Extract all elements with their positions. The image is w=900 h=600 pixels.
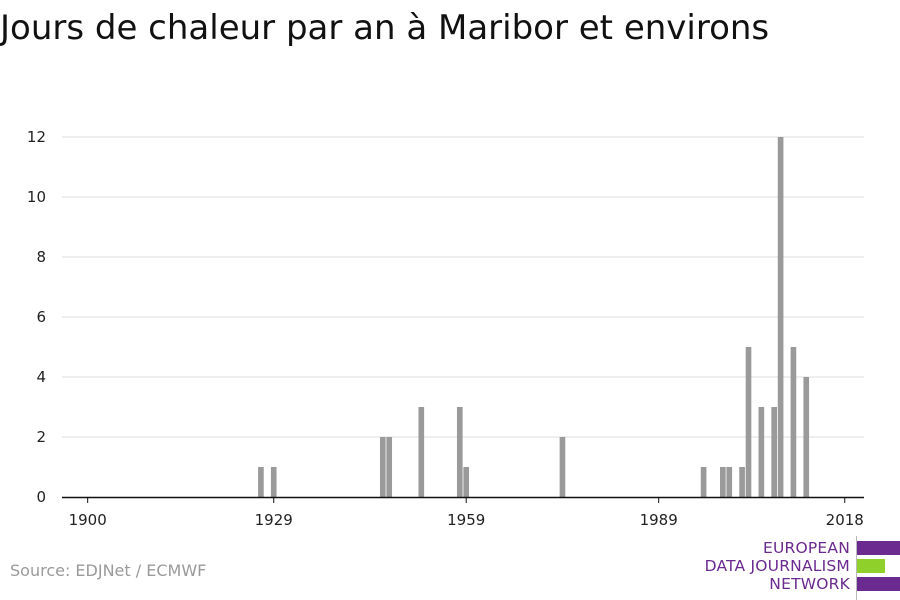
logo-divider <box>856 536 857 600</box>
axes: 0 2 4 6 8 10 12 1900 1929 1959 1989 2018 <box>27 128 864 529</box>
bar <box>758 407 765 497</box>
y-tick-label: 0 <box>36 488 46 506</box>
logo-line-2: DATA JOURNALISM <box>704 557 850 575</box>
bar <box>258 467 264 497</box>
y-tick-label: 6 <box>36 308 46 326</box>
x-tick-label: 2018 <box>826 511 864 529</box>
bar <box>803 377 810 497</box>
bar <box>386 437 393 497</box>
bar <box>700 467 707 497</box>
logo-line-3: NETWORK <box>769 575 850 593</box>
x-tick-label: 1989 <box>640 511 678 529</box>
bar <box>418 407 425 497</box>
logo-bar-green <box>857 559 885 573</box>
bar <box>745 347 752 497</box>
x-tick-label: 1900 <box>69 511 107 529</box>
bar <box>739 467 745 497</box>
bar <box>771 407 777 497</box>
source-note: Source: EDJNet / ECMWF <box>10 561 207 580</box>
bar <box>726 467 733 497</box>
edjnet-logo: EUROPEAN DATA JOURNALISM NETWORK <box>700 536 900 600</box>
bar <box>379 437 386 497</box>
logo-line-1: EUROPEAN <box>762 539 850 557</box>
bar <box>790 347 797 497</box>
y-tick-label: 8 <box>36 248 46 266</box>
gridlines <box>62 136 864 438</box>
chart-title: Jours de chaleur par an à Maribor et env… <box>0 8 770 48</box>
bar <box>777 137 784 497</box>
logo-bar-purple-bottom <box>857 577 900 591</box>
bar <box>559 437 566 497</box>
y-tick-label: 4 <box>36 368 46 386</box>
bar <box>463 467 470 497</box>
y-tick-label: 12 <box>27 128 46 146</box>
bars <box>258 137 810 497</box>
y-tick-label: 10 <box>27 188 46 206</box>
bar <box>456 407 463 497</box>
bar <box>270 467 277 497</box>
logo-bar-purple-top <box>857 541 900 555</box>
bar <box>720 467 726 497</box>
x-tick-label: 1959 <box>447 511 485 529</box>
x-tick-label: 1929 <box>255 511 293 529</box>
y-tick-label: 2 <box>36 428 46 446</box>
